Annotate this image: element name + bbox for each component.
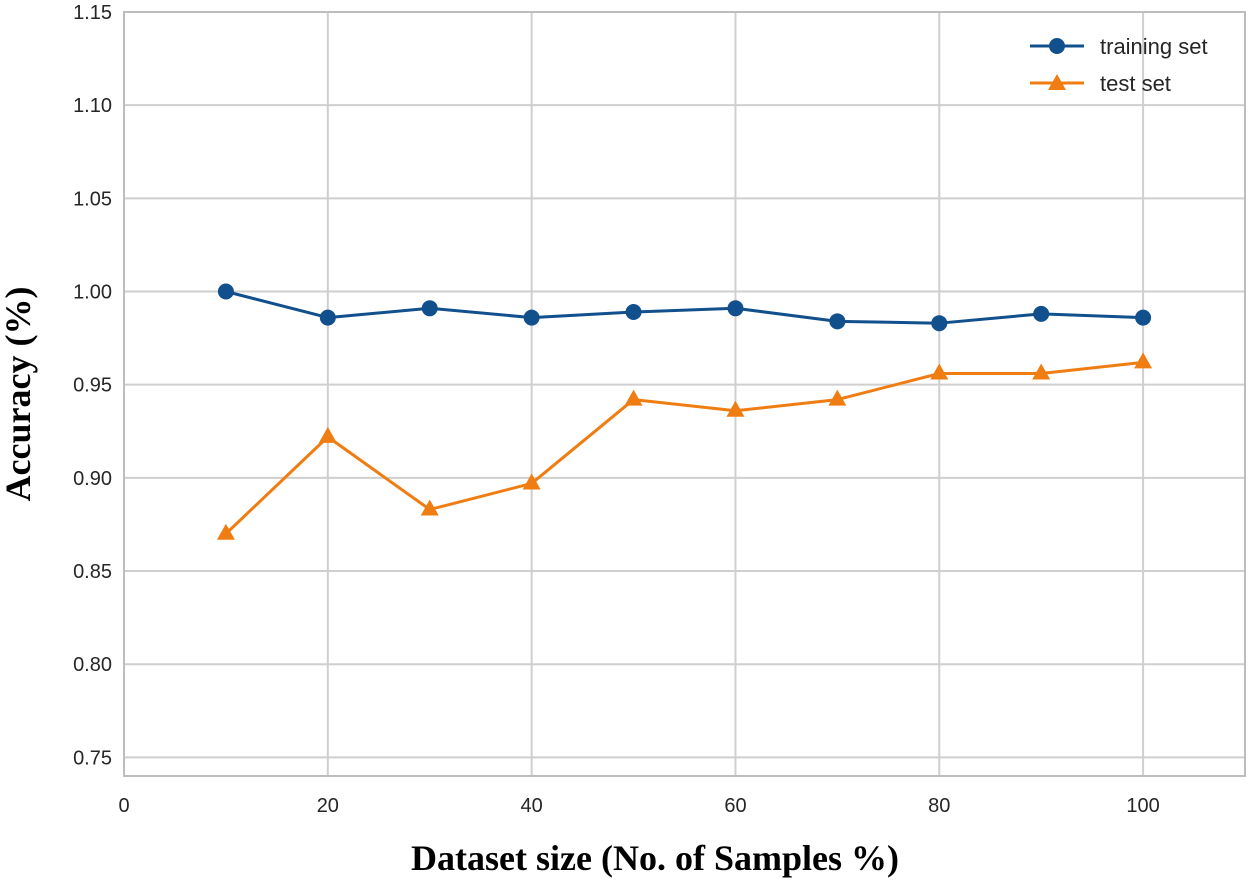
legend: training set test set bbox=[1030, 34, 1208, 96]
y-axis-ticks: 0.75 0.80 0.85 0.90 0.95 1.00 1.05 1.10 1.15 bbox=[73, 2, 112, 769]
x-tick-label: 20 bbox=[317, 795, 339, 817]
data-point-training-set bbox=[319, 309, 336, 326]
plot-frame bbox=[123, 11, 1246, 777]
series-group bbox=[216, 283, 1153, 540]
legend-label-training-set: training set bbox=[1100, 34, 1208, 59]
data-point-training-set bbox=[727, 300, 744, 317]
y-tick-label: 0.80 bbox=[73, 654, 112, 676]
data-point-test-set bbox=[522, 473, 541, 490]
y-tick-label: 1.05 bbox=[73, 188, 112, 210]
data-point-training-set bbox=[523, 309, 540, 326]
data-point-training-set bbox=[421, 300, 438, 317]
y-axis-title: Accuracy (%) bbox=[0, 287, 38, 502]
data-point-test-set bbox=[828, 389, 847, 406]
data-point-test-set bbox=[726, 400, 745, 417]
legend-marker-training-set bbox=[1049, 38, 1065, 54]
data-point-test-set bbox=[1134, 352, 1153, 369]
x-tick-label: 80 bbox=[928, 795, 950, 817]
data-point-training-set bbox=[1135, 309, 1152, 326]
y-tick-label: 1.15 bbox=[73, 2, 112, 24]
y-tick-label: 0.75 bbox=[73, 747, 112, 769]
data-point-test-set bbox=[1032, 363, 1051, 380]
y-tick-label: 0.85 bbox=[73, 561, 112, 583]
data-point-training-set bbox=[1033, 305, 1050, 322]
x-tick-label: 60 bbox=[724, 795, 746, 817]
data-point-test-set bbox=[624, 389, 643, 406]
data-point-test-set bbox=[930, 363, 949, 380]
y-tick-label: 1.00 bbox=[73, 282, 112, 304]
data-point-test-set bbox=[216, 523, 235, 540]
series-line-test-set bbox=[224, 360, 1144, 535]
legend-marker-test-set bbox=[1048, 74, 1066, 90]
grid bbox=[124, 11, 1245, 776]
data-point-training-set bbox=[931, 315, 948, 332]
x-tick-label: 40 bbox=[521, 795, 543, 817]
data-point-test-set bbox=[318, 426, 337, 443]
data-point-training-set bbox=[217, 283, 234, 300]
y-tick-label: 0.90 bbox=[73, 468, 112, 490]
data-point-training-set bbox=[829, 313, 846, 330]
data-point-training-set bbox=[625, 304, 642, 321]
legend-label-test-set: test set bbox=[1100, 71, 1171, 96]
y-tick-label: 1.10 bbox=[73, 95, 112, 117]
series-line-training-set bbox=[225, 290, 1144, 325]
x-axis-ticks: 0 20 40 60 80 100 bbox=[118, 795, 1159, 817]
x-tick-label: 100 bbox=[1126, 795, 1159, 817]
x-tick-label: 0 bbox=[118, 795, 129, 817]
x-axis-title: Dataset size (No. of Samples %) bbox=[411, 838, 899, 878]
data-point-test-set bbox=[420, 499, 439, 516]
y-tick-label: 0.95 bbox=[73, 375, 112, 397]
